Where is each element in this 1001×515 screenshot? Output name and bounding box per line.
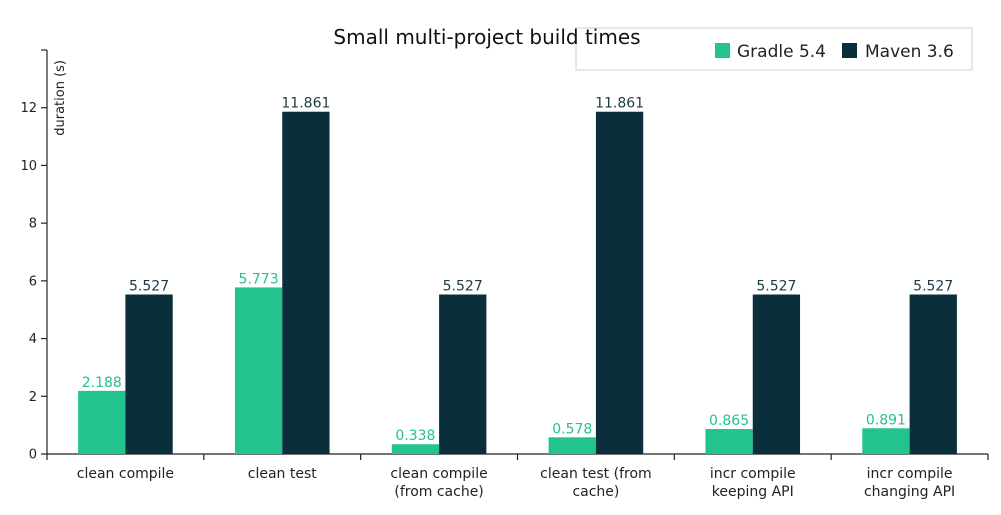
bar-value-label: 0.865	[709, 413, 749, 429]
bar-gradle	[234, 287, 283, 454]
bar-gradle	[78, 390, 126, 454]
bar-gradle	[862, 428, 910, 454]
bars-layer	[78, 111, 957, 454]
y-tick-label: 0	[29, 448, 37, 463]
y-tick-label: 10	[20, 159, 37, 174]
bar-value-label: 5.527	[913, 279, 953, 295]
legend: Gradle 5.4 Maven 3.6	[575, 27, 973, 71]
bar-value-label: 11.861	[281, 96, 330, 112]
legend-entry-label: Gradle 5.4	[737, 42, 826, 62]
x-tick-label: clean test (from cache)	[540, 466, 651, 500]
y-tick-label: 4	[29, 332, 37, 347]
bar-value-label: 2.188	[82, 375, 122, 391]
labels-layer: 2.188 5.773 0.338 0.578 0.865 0.891 5.527 11.86…	[82, 96, 954, 445]
bar-value-label: 0.578	[552, 421, 592, 437]
bar-maven	[595, 111, 644, 454]
bar-maven	[439, 294, 487, 454]
bar-value-label: 11.861	[595, 96, 644, 112]
bar-gradle	[391, 444, 440, 454]
bar-value-label: 5.527	[756, 279, 796, 295]
bar-value-label: 5.773	[239, 271, 279, 287]
bar-value-label: 0.338	[395, 428, 435, 444]
legend-swatch	[715, 43, 730, 58]
bar-gradle	[705, 429, 753, 454]
bar-maven	[125, 294, 173, 454]
x-tick-label: clean test	[248, 466, 317, 482]
y-axis-label: duration (s)	[53, 60, 68, 136]
legend-entry-label: Maven 3.6	[865, 42, 954, 62]
bar-maven	[752, 294, 801, 454]
legend-frame	[575, 27, 973, 71]
bar-maven	[282, 111, 330, 454]
bar-value-label: 0.891	[866, 412, 906, 428]
x-tick-label: incr compile keeping API	[710, 466, 796, 500]
legend-swatch	[842, 43, 857, 58]
y-tick-label: 12	[20, 101, 37, 116]
bar-gradle	[548, 437, 596, 454]
x-tick-label: incr compile changing API	[864, 466, 955, 500]
x-tick-label: clean compile	[77, 466, 174, 482]
y-tick-label: 8	[29, 217, 37, 232]
chart-title: Small multi-project build times	[333, 25, 640, 49]
bar-value-label: 5.527	[129, 279, 169, 295]
y-tick-label: 6	[29, 274, 37, 289]
bar-value-label: 5.527	[443, 279, 483, 295]
x-tick-label: clean compile (from cache)	[390, 466, 487, 500]
axes-layer: 0 2 4 6 8 10 12 clean compile clean test clean co…	[20, 49, 989, 500]
y-tick-label: 2	[29, 390, 37, 405]
bar-maven	[909, 294, 957, 454]
